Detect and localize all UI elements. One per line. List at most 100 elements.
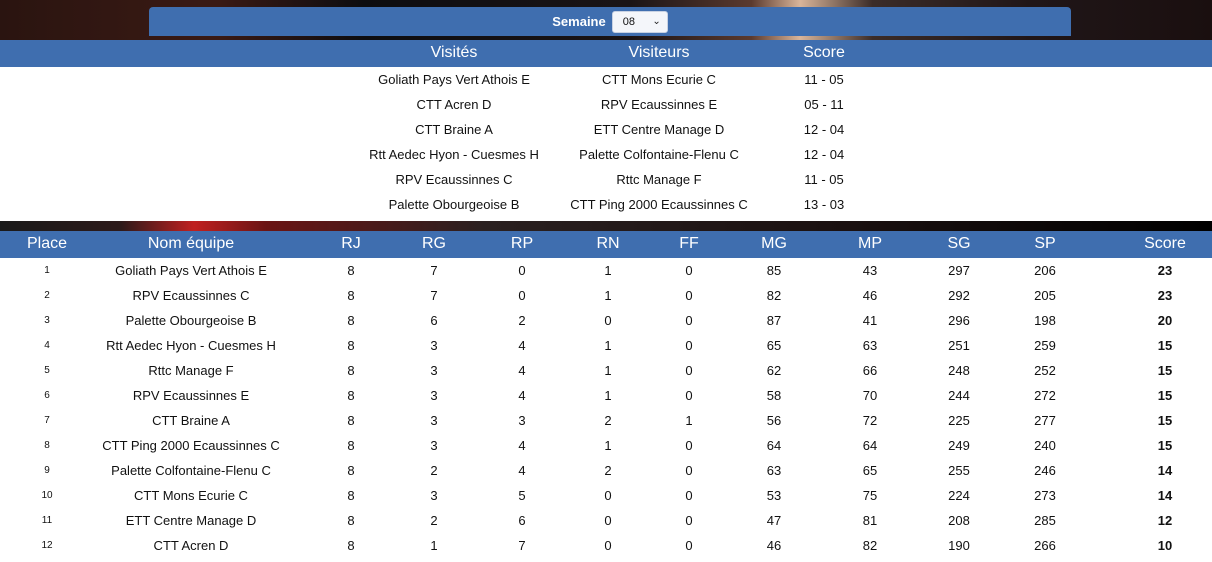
standing-score: 23 [1157, 288, 1173, 303]
standing-score: 12 [1157, 513, 1173, 528]
standing-sg: 208 [948, 513, 970, 528]
standing-rg: 7 [430, 288, 438, 303]
standing-sp: 273 [1034, 488, 1056, 503]
standing-team: Palette Colfontaine-Flenu C [111, 463, 271, 478]
standing-rg: 3 [430, 338, 438, 353]
standing-mg: 87 [766, 313, 782, 328]
standing-sp: 266 [1034, 538, 1056, 553]
standing-team: Goliath Pays Vert Athois E [115, 263, 267, 278]
week-select[interactable]: 08 ⌄ [611, 10, 668, 33]
standing-place: 5 [44, 365, 50, 376]
standing-rg: 3 [430, 363, 438, 378]
standing-mp: 72 [862, 413, 878, 428]
standing-rj: 8 [347, 313, 355, 328]
divider-banner [0, 221, 1212, 231]
standing-team: RPV Ecaussinnes E [132, 388, 250, 403]
standing-rn: 1 [604, 438, 612, 453]
standing-rj: 8 [347, 338, 355, 353]
week-label: Semaine [552, 14, 606, 29]
standing-mp: 82 [862, 538, 878, 553]
standing-place: 6 [44, 390, 50, 401]
standing-rp: 4 [518, 463, 526, 478]
standing-ff: 0 [685, 388, 693, 403]
standing-sg: 251 [948, 338, 970, 353]
match-row: Palette Obourgeoise B CTT Ping 2000 Ecaus… [0, 192, 1212, 217]
standing-sg: 244 [948, 388, 970, 403]
standing-rp: 4 [518, 438, 526, 453]
standing-place: 9 [44, 465, 50, 476]
standing-ff: 0 [685, 288, 693, 303]
standing-row: 4 Rtt Aedec Hyon - Cuesmes H 8 3 4 1 0 65 63 251 2… [0, 333, 1212, 358]
standing-mp: 65 [862, 463, 878, 478]
standing-ff: 0 [685, 263, 693, 278]
standings-header-mp: MP [858, 235, 882, 252]
standing-rj: 8 [347, 263, 355, 278]
standing-mg: 62 [766, 363, 782, 378]
standing-mg: 82 [766, 288, 782, 303]
standing-row: 9 Palette Colfontaine-Flenu C 8 2 4 2 0 63 65 255… [0, 458, 1212, 483]
standing-sp: 272 [1034, 388, 1056, 403]
standing-sp: 240 [1034, 438, 1056, 453]
standing-place: 8 [44, 440, 50, 451]
standing-rp: 4 [518, 363, 526, 378]
standings-header-place: Place [26, 235, 68, 252]
standing-rp: 6 [518, 513, 526, 528]
standing-row: 12 CTT Acren D 8 1 7 0 0 46 82 190 266 10 [0, 533, 1212, 558]
standing-place: 11 [41, 515, 53, 526]
standing-team: CTT Acren D [153, 538, 229, 553]
standing-mg: 47 [766, 513, 782, 528]
standing-rg: 1 [430, 538, 438, 553]
standing-place: 3 [44, 315, 50, 326]
standing-rn: 2 [604, 463, 612, 478]
standing-row: 5 Rttc Manage F 8 3 4 1 0 62 66 248 252 15 [0, 358, 1212, 383]
standing-rj: 8 [347, 488, 355, 503]
standing-team: Rtt Aedec Hyon - Cuesmes H [106, 338, 276, 353]
standing-rg: 3 [430, 438, 438, 453]
standing-sp: 198 [1034, 313, 1056, 328]
standing-ff: 0 [685, 363, 693, 378]
standing-score: 15 [1157, 338, 1173, 353]
standing-place: 12 [41, 540, 53, 551]
standing-rj: 8 [347, 363, 355, 378]
standing-mp: 41 [862, 313, 878, 328]
standing-mp: 63 [862, 338, 878, 353]
standing-rp: 3 [518, 413, 526, 428]
standing-sp: 206 [1034, 263, 1056, 278]
standing-mg: 56 [766, 413, 782, 428]
standing-mg: 85 [766, 263, 782, 278]
standings-header-score: Score [1144, 235, 1186, 252]
standings-header-mg: MG [761, 235, 787, 252]
match-home-team: Rtt Aedec Hyon - Cuesmes H [369, 147, 539, 162]
standing-mg: 53 [766, 488, 782, 503]
standing-rg: 3 [430, 413, 438, 428]
standings-header-rp: RP [510, 235, 534, 252]
standing-row: 10 CTT Mons Ecurie C 8 3 5 0 0 53 75 224 273 14 [0, 483, 1212, 508]
standing-mg: 64 [766, 438, 782, 453]
standing-sg: 292 [948, 288, 970, 303]
standing-rp: 0 [518, 288, 526, 303]
standing-score: 20 [1157, 313, 1173, 328]
standing-rg: 2 [430, 463, 438, 478]
standing-rn: 1 [604, 263, 612, 278]
standing-rn: 0 [604, 313, 612, 328]
matches-header-away: Visiteurs [628, 44, 690, 61]
chevron-down-icon: ⌄ [652, 16, 661, 27]
standing-score: 15 [1157, 438, 1173, 453]
standing-rn: 1 [604, 363, 612, 378]
match-row: CTT Braine A ETT Centre Manage D 12 - 04 [0, 117, 1212, 142]
standing-rn: 0 [604, 513, 612, 528]
standing-mp: 70 [862, 388, 878, 403]
standing-sg: 190 [948, 538, 970, 553]
match-score: 05 - 11 [804, 97, 844, 112]
matches-header: Visités Visiteurs Score [0, 40, 1212, 67]
standing-team: CTT Braine A [152, 413, 230, 428]
standing-score: 14 [1157, 463, 1173, 478]
standing-team: Palette Obourgeoise B [125, 313, 257, 328]
match-away-team: ETT Centre Manage D [593, 122, 725, 137]
standing-team: CTT Ping 2000 Ecaussinnes C [102, 438, 280, 453]
standing-sg: 249 [948, 438, 970, 453]
standing-mg: 63 [766, 463, 782, 478]
standing-row: 11 ETT Centre Manage D 8 2 6 0 0 47 81 208 285 12 [0, 508, 1212, 533]
standings-header-sp: SP [1034, 235, 1056, 252]
standing-row: 8 CTT Ping 2000 Ecaussinnes C 8 3 4 1 0 64 64 249… [0, 433, 1212, 458]
